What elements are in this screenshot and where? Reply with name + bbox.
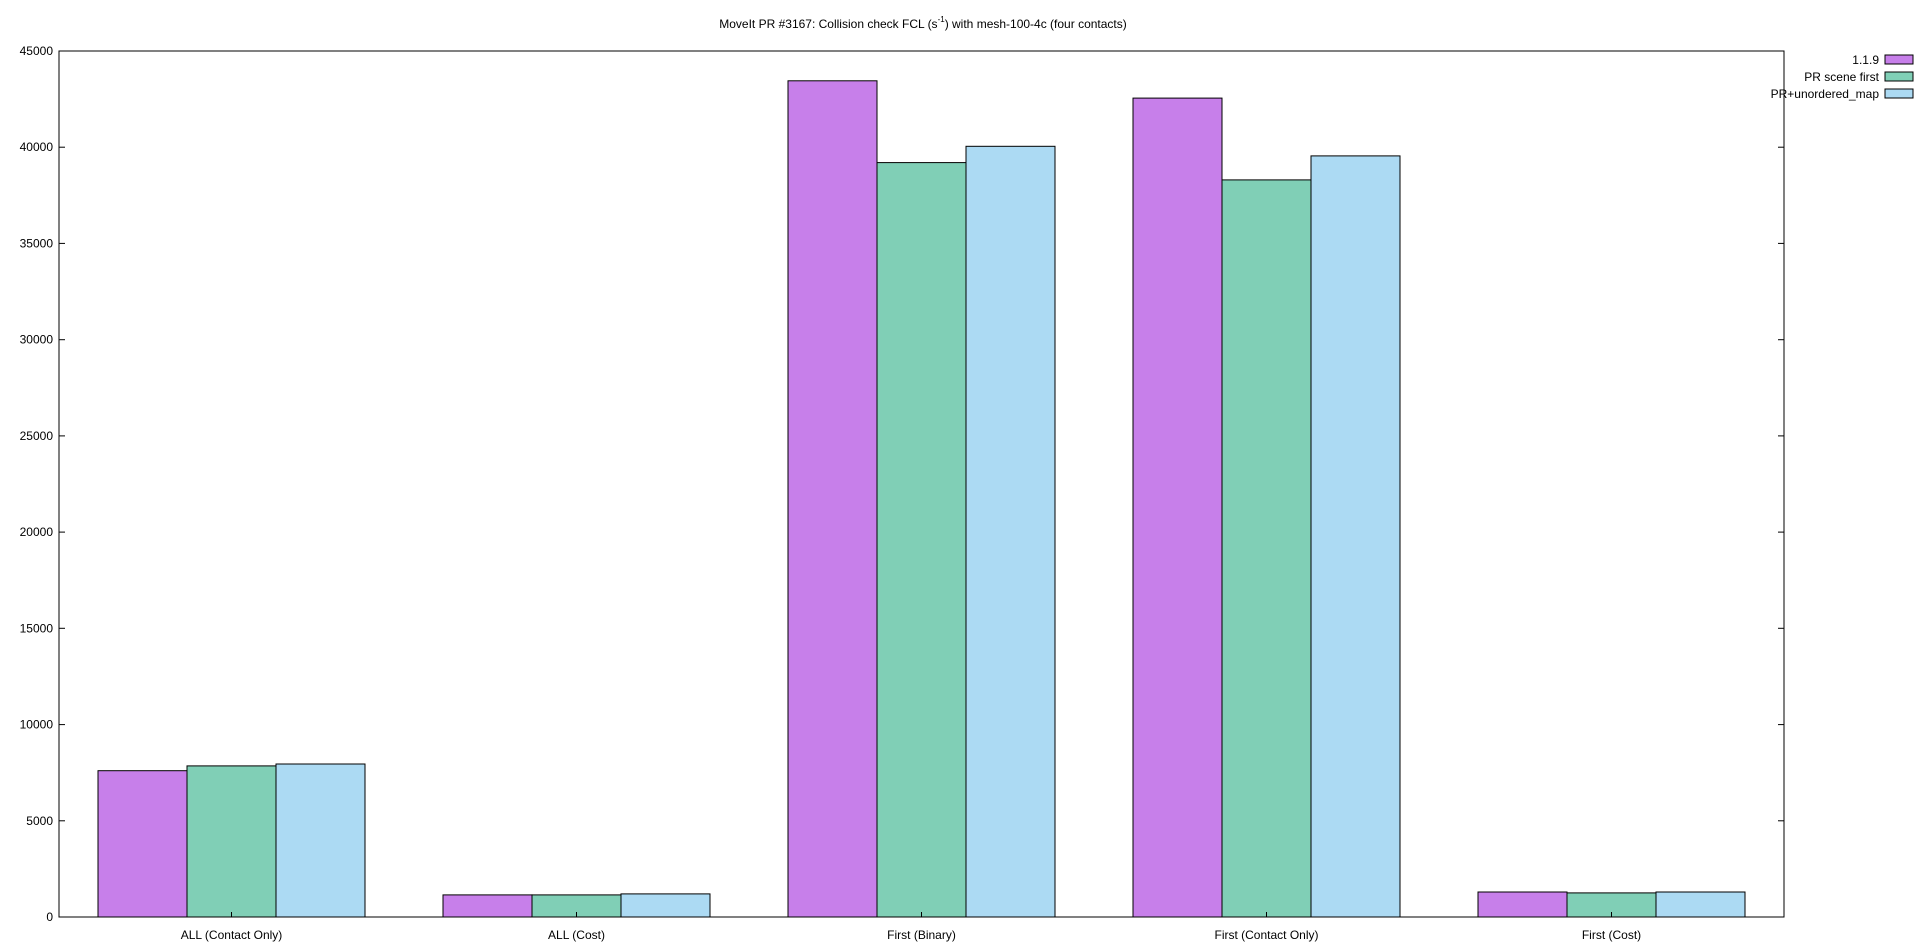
y-tick-label: 35000 [20, 236, 54, 250]
bar-4-series-2 [1221, 179, 1312, 918]
bar-5-series-3 [1655, 891, 1746, 918]
x-tick-label: First (Cost) [1582, 928, 1641, 942]
bar-2-series-1 [442, 894, 533, 918]
y-tick-label: 10000 [20, 718, 54, 732]
x-tick-label: ALL (Cost) [548, 928, 605, 942]
bar-1-series-1 [97, 770, 188, 918]
bar-1-series-2 [186, 765, 277, 918]
legend-swatch-1 [1884, 54, 1914, 65]
y-tick-label: 5000 [26, 814, 53, 828]
bar-5-series-1 [1477, 891, 1568, 918]
legend-swatch-2 [1884, 71, 1914, 82]
bar-3-series-2 [876, 162, 967, 918]
y-tick-label: 20000 [20, 525, 54, 539]
y-tick-label: 15000 [20, 621, 54, 635]
y-tick-label: 30000 [20, 333, 54, 347]
legend-label-1: 1.1.9 [1852, 53, 1879, 67]
chart-title: MoveIt PR #3167: Collision check FCL (s-… [719, 15, 1127, 31]
legend: 1.1.9 PR scene first PR+unordered_map [1771, 53, 1914, 101]
legend-swatch-3 [1884, 88, 1914, 99]
y-tick-label: 40000 [20, 140, 54, 154]
bar-3-series-3 [965, 145, 1056, 918]
bar-1-series-3 [275, 763, 366, 918]
chart-title-main: MoveIt PR #3167: Collision check FCL (s [719, 17, 937, 31]
chart-title-superscript: -1 [938, 15, 946, 24]
bar-4-series-3 [1310, 155, 1401, 918]
axis-layer: ALL (Contact Only) ALL (Cost) First (Binar… [20, 44, 1785, 942]
chart-title-rest: ) with mesh-100-4c (four contacts) [945, 17, 1127, 31]
y-tick-label: 25000 [20, 429, 54, 443]
legend-label-2: PR scene first [1804, 70, 1879, 84]
legend-label-3: PR+unordered_map [1771, 87, 1880, 101]
y-tick-label: 45000 [20, 44, 54, 58]
plot-frame [58, 50, 1785, 918]
bars-layer [97, 80, 1746, 918]
x-tick-label: First (Binary) [887, 928, 956, 942]
bar-2-series-3 [620, 893, 711, 918]
x-tick-label: ALL (Contact Only) [181, 928, 283, 942]
x-tick-label: First (Contact Only) [1214, 928, 1318, 942]
y-tick-label: 0 [46, 910, 53, 924]
bar-3-series-1 [787, 80, 878, 918]
bar-4-series-1 [1132, 97, 1223, 918]
